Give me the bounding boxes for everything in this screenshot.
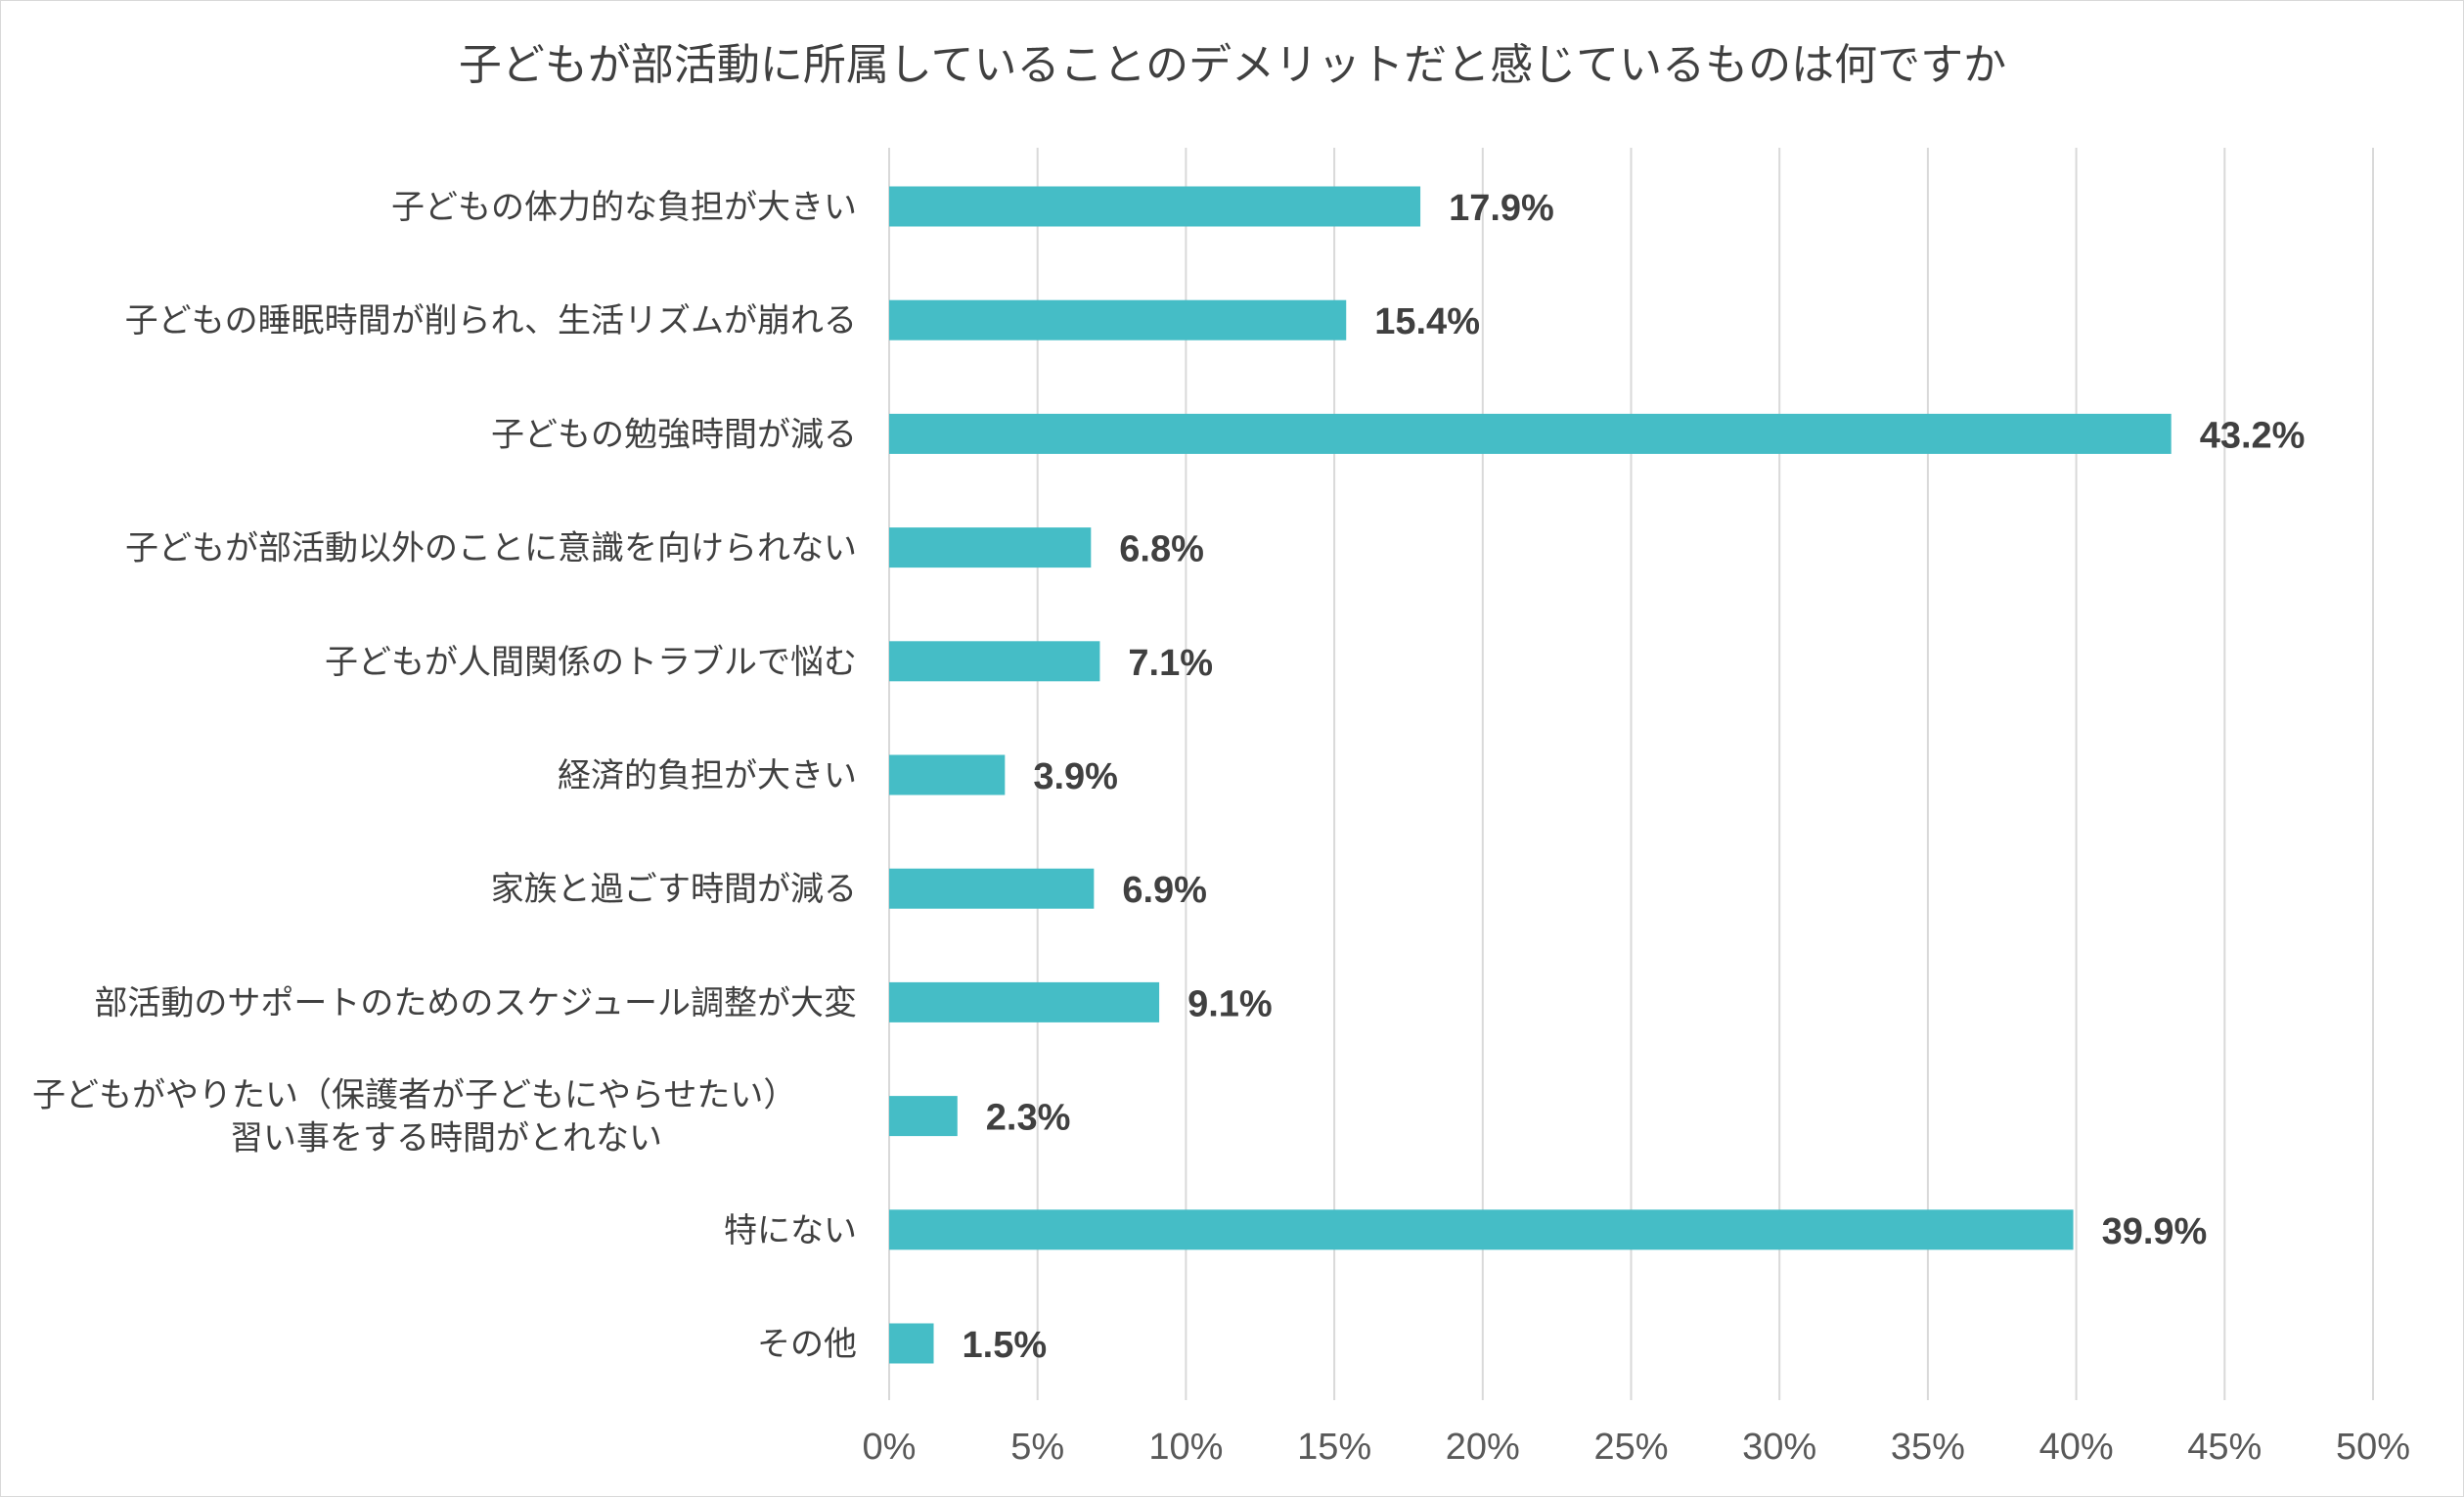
chart-title: 子どもが部活動に所属していることのデメリットだと感じているものは何ですか xyxy=(459,40,2006,90)
x-tick-label: 30% xyxy=(1742,1427,1816,1468)
bar xyxy=(889,527,1092,568)
bar xyxy=(889,413,2172,454)
bars xyxy=(889,186,2172,1364)
category-label: 家族と過ごす時間が減る xyxy=(491,870,857,909)
bar xyxy=(889,1096,958,1137)
category-label: 部活動のサポートのためのスケジュール調整が大変 xyxy=(94,983,857,1022)
bar xyxy=(889,1323,934,1364)
bar xyxy=(889,981,1160,1022)
category-label: 子どもの睡眠時間が削られ、生活リズムが崩れる xyxy=(125,301,857,340)
data-label: 6.8% xyxy=(1119,529,1204,570)
bar xyxy=(889,641,1100,682)
data-label: 17.9% xyxy=(1449,188,1554,229)
x-tick-label: 35% xyxy=(1891,1427,1965,1468)
data-label: 1.5% xyxy=(963,1325,1048,1366)
data-labels: 17.9% 15.4% 43.2% 6.8% 7.1% 3.9% 6.9% 9.1% 2.3% 3… xyxy=(963,188,2306,1366)
x-tick-label: 25% xyxy=(1593,1427,1668,1468)
bar xyxy=(889,754,1006,795)
category-label: 経済的負担が大きい xyxy=(558,756,857,795)
x-tick-label: 0% xyxy=(863,1427,917,1468)
gridlines xyxy=(888,148,2374,1400)
bar xyxy=(889,1209,2074,1250)
bar xyxy=(889,299,1347,340)
category-labels: 子どもの体力的な負担が大きい子どもの睡眠時間が削られ、生活リズムが崩れる子どもの… xyxy=(32,188,857,1364)
bar xyxy=(889,868,1095,909)
bar xyxy=(889,186,1421,227)
data-label: 6.9% xyxy=(1122,870,1207,911)
category-label: 子どもが人間関係のトラブルで悩む xyxy=(325,643,857,682)
category-label: 子どもが部活動以外のことに意識を向けられない xyxy=(125,529,857,568)
data-label: 9.1% xyxy=(1187,983,1273,1024)
data-label: 7.1% xyxy=(1128,643,1213,684)
category-label: 子どもの体力的な負担が大きい xyxy=(391,188,857,227)
x-tick-label: 15% xyxy=(1297,1427,1371,1468)
x-tick-label: 10% xyxy=(1148,1427,1223,1468)
category-label: 習い事をする時間がとれない xyxy=(230,1119,662,1158)
x-tick-label: 20% xyxy=(1446,1427,1520,1468)
x-tick-label: 40% xyxy=(2039,1427,2114,1468)
x-tick-label: 5% xyxy=(1010,1427,1064,1468)
data-label: 43.2% xyxy=(2200,415,2306,456)
x-axis-ticks: 0% 5% 10% 15% 20% 25% 30% 35% 40% 45% 50% xyxy=(863,1427,2410,1468)
category-label: 子どもの勉強時間が減る xyxy=(491,415,857,454)
category-label: 特にない xyxy=(724,1211,857,1250)
data-label: 39.9% xyxy=(2102,1211,2208,1252)
data-label: 3.9% xyxy=(1033,756,1118,797)
x-tick-label: 45% xyxy=(2187,1427,2262,1468)
data-label: 2.3% xyxy=(986,1098,1071,1139)
x-tick-label: 50% xyxy=(2336,1427,2410,1468)
data-label: 15.4% xyxy=(1374,301,1480,342)
category-label: その他 xyxy=(757,1325,857,1364)
category-label: 子どもがやりたい（保護者が子どもにやらせたい） xyxy=(32,1076,796,1115)
